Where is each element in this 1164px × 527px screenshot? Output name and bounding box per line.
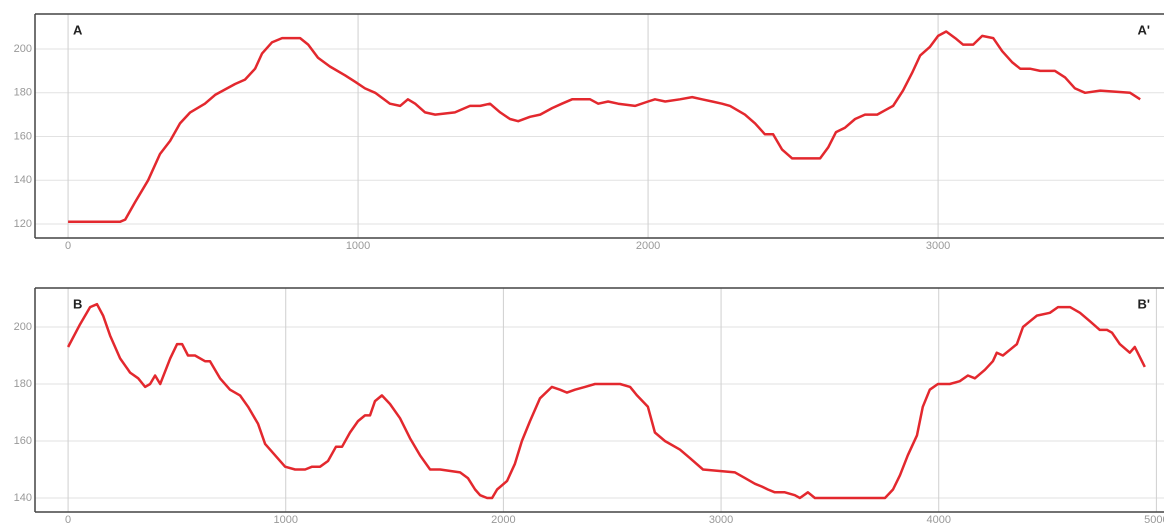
y-tick-label: 160 [14, 130, 32, 142]
y-tick-label: 140 [14, 492, 32, 504]
x-tick-label: 0 [65, 514, 71, 526]
plot-area [35, 14, 1164, 238]
x-tick-label: 2000 [636, 240, 660, 252]
x-tick-label: 0 [65, 240, 71, 252]
x-tick-label: 3000 [709, 514, 733, 526]
y-tick-label: 200 [14, 43, 32, 55]
y-tick-label: 120 [14, 218, 32, 230]
plot-area [35, 288, 1164, 512]
annotation: A [73, 22, 83, 37]
x-tick-label: 5000 [1144, 514, 1164, 526]
x-tick-label: 4000 [926, 514, 950, 526]
x-tick-label: 1000 [274, 514, 298, 526]
annotation: A' [1138, 22, 1150, 37]
profile-line [68, 30, 1141, 224]
y-tick-label: 180 [14, 87, 32, 99]
y-tick-label: 200 [14, 321, 32, 333]
y-tick-label: 160 [14, 435, 32, 447]
annotation: B [73, 296, 82, 311]
x-tick-label: 1000 [346, 240, 370, 252]
y-tick-label: 180 [14, 378, 32, 390]
profile-line [66, 302, 1146, 500]
chart: 140160180200010002000300040005000BB' [14, 287, 1164, 526]
annotation: B' [1138, 296, 1150, 311]
y-tick-label: 140 [14, 174, 32, 186]
x-tick-label: 3000 [926, 240, 950, 252]
x-tick-label: 2000 [491, 514, 515, 526]
